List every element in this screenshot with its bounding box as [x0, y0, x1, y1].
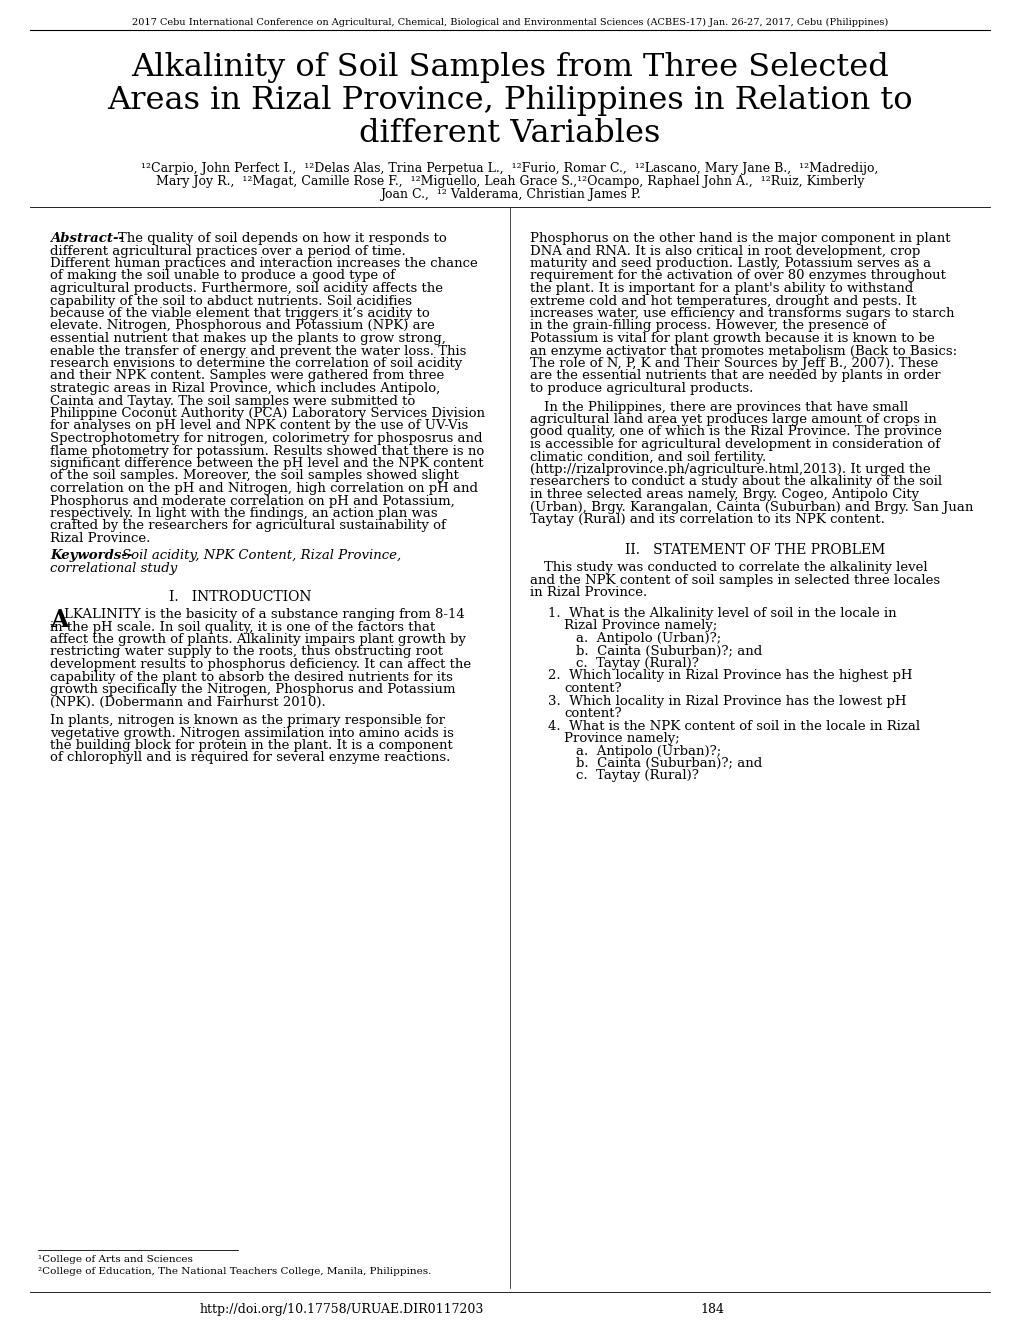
- Text: researchers to conduct a study about the alkalinity of the soil: researchers to conduct a study about the…: [530, 475, 942, 488]
- Text: 2017 Cebu International Conference on Agricultural, Chemical, Biological and Env: 2017 Cebu International Conference on Ag…: [131, 18, 888, 28]
- Text: increases water, use efficiency and transforms sugars to starch: increases water, use efficiency and tran…: [530, 308, 954, 319]
- Text: I.   INTRODUCTION: I. INTRODUCTION: [168, 590, 311, 605]
- Text: c.  Taytay (Rural)?: c. Taytay (Rural)?: [576, 770, 698, 783]
- Text: are the essential nutrients that are needed by plants in order: are the essential nutrients that are nee…: [530, 370, 940, 383]
- Text: b.  Cainta (Suburban)?; and: b. Cainta (Suburban)?; and: [576, 756, 761, 770]
- Text: Abstract--: Abstract--: [50, 232, 124, 246]
- Text: 184: 184: [699, 1303, 723, 1316]
- Text: vegetative growth. Nitrogen assimilation into amino acids is: vegetative growth. Nitrogen assimilation…: [50, 726, 453, 739]
- Text: Province namely;: Province namely;: [564, 733, 679, 744]
- Text: of chlorophyll and is required for several enzyme reactions.: of chlorophyll and is required for sever…: [50, 751, 450, 764]
- Text: (Urban), Brgy. Karangalan, Cainta (Suburban) and Brgy. San Juan: (Urban), Brgy. Karangalan, Cainta (Subur…: [530, 500, 972, 513]
- Text: This study was conducted to correlate the alkalinity level: This study was conducted to correlate th…: [543, 561, 926, 574]
- Text: The role of N, P, K and Their Sources by Jeff B., 2007). These: The role of N, P, K and Their Sources by…: [530, 356, 937, 370]
- Text: a.  Antipolo (Urban)?;: a. Antipolo (Urban)?;: [576, 632, 720, 645]
- Text: Philippine Coconut Authority (PCA) Laboratory Services Division: Philippine Coconut Authority (PCA) Labor…: [50, 407, 484, 420]
- Text: Different human practices and interaction increases the chance: Different human practices and interactio…: [50, 257, 477, 271]
- Text: 2.  Which locality in Rizal Province has the highest pH: 2. Which locality in Rizal Province has …: [547, 669, 912, 682]
- Text: the plant. It is important for a plant's ability to withstand: the plant. It is important for a plant's…: [530, 282, 912, 294]
- Text: climatic condition, and soil fertility.: climatic condition, and soil fertility.: [530, 450, 765, 463]
- Text: In the Philippines, there are provinces that have small: In the Philippines, there are provinces …: [543, 400, 907, 413]
- Text: flame photometry for potassium. Results showed that there is no: flame photometry for potassium. Results …: [50, 445, 484, 458]
- Text: enable the transfer of energy and prevent the water loss. This: enable the transfer of energy and preven…: [50, 345, 466, 358]
- Text: in Rizal Province.: in Rizal Province.: [530, 586, 647, 599]
- Text: affect the growth of plants. Alkalinity impairs plant growth by: affect the growth of plants. Alkalinity …: [50, 634, 466, 645]
- Text: extreme cold and hot temperatures, drought and pests. It: extreme cold and hot temperatures, droug…: [530, 294, 916, 308]
- Text: In plants, nitrogen is known as the primary responsible for: In plants, nitrogen is known as the prim…: [50, 714, 444, 727]
- Text: the building block for protein in the plant. It is a component: the building block for protein in the pl…: [50, 739, 452, 752]
- Text: maturity and seed production. Lastly, Potassium serves as a: maturity and seed production. Lastly, Po…: [530, 257, 930, 271]
- Text: correlational study: correlational study: [50, 562, 177, 576]
- Text: respectively. In light with the findings, an action plan was: respectively. In light with the findings…: [50, 507, 437, 520]
- Text: crafted by the researchers for agricultural sustainability of: crafted by the researchers for agricultu…: [50, 520, 445, 532]
- Text: restricting water supply to the roots, thus obstructing root: restricting water supply to the roots, t…: [50, 645, 442, 659]
- Text: http://doi.org/10.17758/URUAE.DIR0117203: http://doi.org/10.17758/URUAE.DIR0117203: [200, 1303, 484, 1316]
- Text: of the soil samples. Moreover, the soil samples showed slight: of the soil samples. Moreover, the soil …: [50, 470, 459, 483]
- Text: and their NPK content. Samples were gathered from three: and their NPK content. Samples were gath…: [50, 370, 444, 383]
- Text: DNA and RNA. It is also critical in root development, crop: DNA and RNA. It is also critical in root…: [530, 244, 919, 257]
- Text: Areas in Rizal Province, Philippines in Relation to: Areas in Rizal Province, Philippines in …: [107, 84, 912, 116]
- Text: to produce agricultural products.: to produce agricultural products.: [530, 381, 753, 395]
- Text: a.  Antipolo (Urban)?;: a. Antipolo (Urban)?;: [576, 744, 720, 758]
- Text: Taytay (Rural) and its correlation to its NPK content.: Taytay (Rural) and its correlation to it…: [530, 513, 884, 525]
- Text: requirement for the activation of over 80 enzymes throughout: requirement for the activation of over 8…: [530, 269, 945, 282]
- Text: Phosphorus on the other hand is the major component in plant: Phosphorus on the other hand is the majo…: [530, 232, 950, 246]
- Text: Spectrophotometry for nitrogen, colorimetry for phosposrus and: Spectrophotometry for nitrogen, colorime…: [50, 432, 482, 445]
- Text: development results to phosphorus deficiency. It can affect the: development results to phosphorus defici…: [50, 657, 471, 671]
- Text: 3.  Which locality in Rizal Province has the lowest pH: 3. Which locality in Rizal Province has …: [547, 694, 906, 708]
- Text: capability of the plant to absorb the desired nutrients for its: capability of the plant to absorb the de…: [50, 671, 452, 684]
- Text: II.   STATEMENT OF THE PROBLEM: II. STATEMENT OF THE PROBLEM: [625, 544, 884, 557]
- Text: strategic areas in Rizal Province, which includes Antipolo,: strategic areas in Rizal Province, which…: [50, 381, 440, 395]
- Text: Potassium is vital for plant growth because it is known to be: Potassium is vital for plant growth beca…: [530, 333, 933, 345]
- Text: good quality, one of which is the Rizal Province. The province: good quality, one of which is the Rizal …: [530, 425, 941, 438]
- Text: for analyses on pH level and NPK content by the use of UV-Vis: for analyses on pH level and NPK content…: [50, 420, 468, 433]
- Text: Alkalinity of Soil Samples from Three Selected: Alkalinity of Soil Samples from Three Se…: [131, 51, 888, 83]
- Text: because of the viable element that triggers it’s acidity to: because of the viable element that trigg…: [50, 308, 429, 319]
- Text: in the pH scale. In soil quality, it is one of the factors that: in the pH scale. In soil quality, it is …: [50, 620, 435, 634]
- Text: content?: content?: [564, 708, 621, 719]
- Text: 1.  What is the Alkalinity level of soil in the locale in: 1. What is the Alkalinity level of soil …: [547, 607, 896, 620]
- Text: of making the soil unable to produce a good type of: of making the soil unable to produce a g…: [50, 269, 394, 282]
- Text: Rizal Province namely;: Rizal Province namely;: [564, 619, 716, 632]
- Text: Keywords--: Keywords--: [50, 549, 132, 562]
- Text: 4.  What is the NPK content of soil in the locale in Rizal: 4. What is the NPK content of soil in th…: [547, 719, 919, 733]
- Text: in three selected areas namely, Brgy. Cogeo, Antipolo City: in three selected areas namely, Brgy. Co…: [530, 488, 918, 502]
- Text: content?: content?: [564, 682, 621, 696]
- Text: research envisions to determine the correlation of soil acidity: research envisions to determine the corr…: [50, 356, 462, 370]
- Text: (NPK). (Dobermann and Fairhurst 2010).: (NPK). (Dobermann and Fairhurst 2010).: [50, 696, 325, 709]
- Text: significant difference between the pH level and the NPK content: significant difference between the pH le…: [50, 457, 483, 470]
- Text: (http://rizalprovince.ph/agriculture.html,2013). It urged the: (http://rizalprovince.ph/agriculture.htm…: [530, 463, 929, 477]
- Text: different Variables: different Variables: [359, 117, 660, 149]
- Text: c.  Taytay (Rural)?: c. Taytay (Rural)?: [576, 657, 698, 671]
- Text: b.  Cainta (Suburban)?; and: b. Cainta (Suburban)?; and: [576, 644, 761, 657]
- Text: elevate. Nitrogen, Phosphorous and Potassium (NPK) are: elevate. Nitrogen, Phosphorous and Potas…: [50, 319, 434, 333]
- Text: Joan C.,  ¹² Valderama, Christian James P.: Joan C., ¹² Valderama, Christian James P…: [379, 187, 640, 201]
- Text: agricultural products. Furthermore, soil acidity affects the: agricultural products. Furthermore, soil…: [50, 282, 442, 294]
- Text: ²College of Education, The National Teachers College, Manila, Philippines.: ²College of Education, The National Teac…: [38, 1267, 431, 1276]
- Text: Cainta and Taytay. The soil samples were submitted to: Cainta and Taytay. The soil samples were…: [50, 395, 415, 408]
- Text: growth specifically the Nitrogen, Phosphorus and Potassium: growth specifically the Nitrogen, Phosph…: [50, 682, 455, 696]
- Text: A: A: [50, 609, 68, 632]
- Text: agricultural land area yet produces large amount of crops in: agricultural land area yet produces larg…: [530, 413, 935, 426]
- Text: capability of the soil to abduct nutrients. Soil acidifies: capability of the soil to abduct nutrien…: [50, 294, 412, 308]
- Text: is accessible for agricultural development in consideration of: is accessible for agricultural developme…: [530, 438, 940, 451]
- Text: ¹College of Arts and Sciences: ¹College of Arts and Sciences: [38, 1255, 193, 1265]
- Text: Soil acidity, NPK Content, Rizal Province,: Soil acidity, NPK Content, Rizal Provinc…: [122, 549, 400, 562]
- Text: ¹²Carpio, John Perfect I.,  ¹²Delas Alas, Trina Perpetua L.,  ¹²Furio, Romar C.,: ¹²Carpio, John Perfect I., ¹²Delas Alas,…: [142, 162, 877, 176]
- Text: LKALINITY is the basicity of a substance ranging from 8-14: LKALINITY is the basicity of a substance…: [64, 609, 465, 620]
- Text: Phosphorus and moderate correlation on pH and Potassium,: Phosphorus and moderate correlation on p…: [50, 495, 454, 507]
- Text: The quality of soil depends on how it responds to: The quality of soil depends on how it re…: [118, 232, 446, 246]
- Text: an enzyme activator that promotes metabolism (Back to Basics:: an enzyme activator that promotes metabo…: [530, 345, 956, 358]
- Text: essential nutrient that makes up the plants to grow strong,: essential nutrient that makes up the pla…: [50, 333, 445, 345]
- Text: and the NPK content of soil samples in selected three locales: and the NPK content of soil samples in s…: [530, 574, 940, 587]
- Text: correlation on the pH and Nitrogen, high correlation on pH and: correlation on the pH and Nitrogen, high…: [50, 482, 478, 495]
- Text: Mary Joy R.,  ¹²Magat, Camille Rose F.,  ¹²Miguello, Leah Grace S.,¹²Ocampo, Rap: Mary Joy R., ¹²Magat, Camille Rose F., ¹…: [156, 176, 863, 187]
- Text: in the grain-filling process. However, the presence of: in the grain-filling process. However, t…: [530, 319, 886, 333]
- Text: Rizal Province.: Rizal Province.: [50, 532, 150, 545]
- Text: different agricultural practices over a period of time.: different agricultural practices over a …: [50, 244, 406, 257]
